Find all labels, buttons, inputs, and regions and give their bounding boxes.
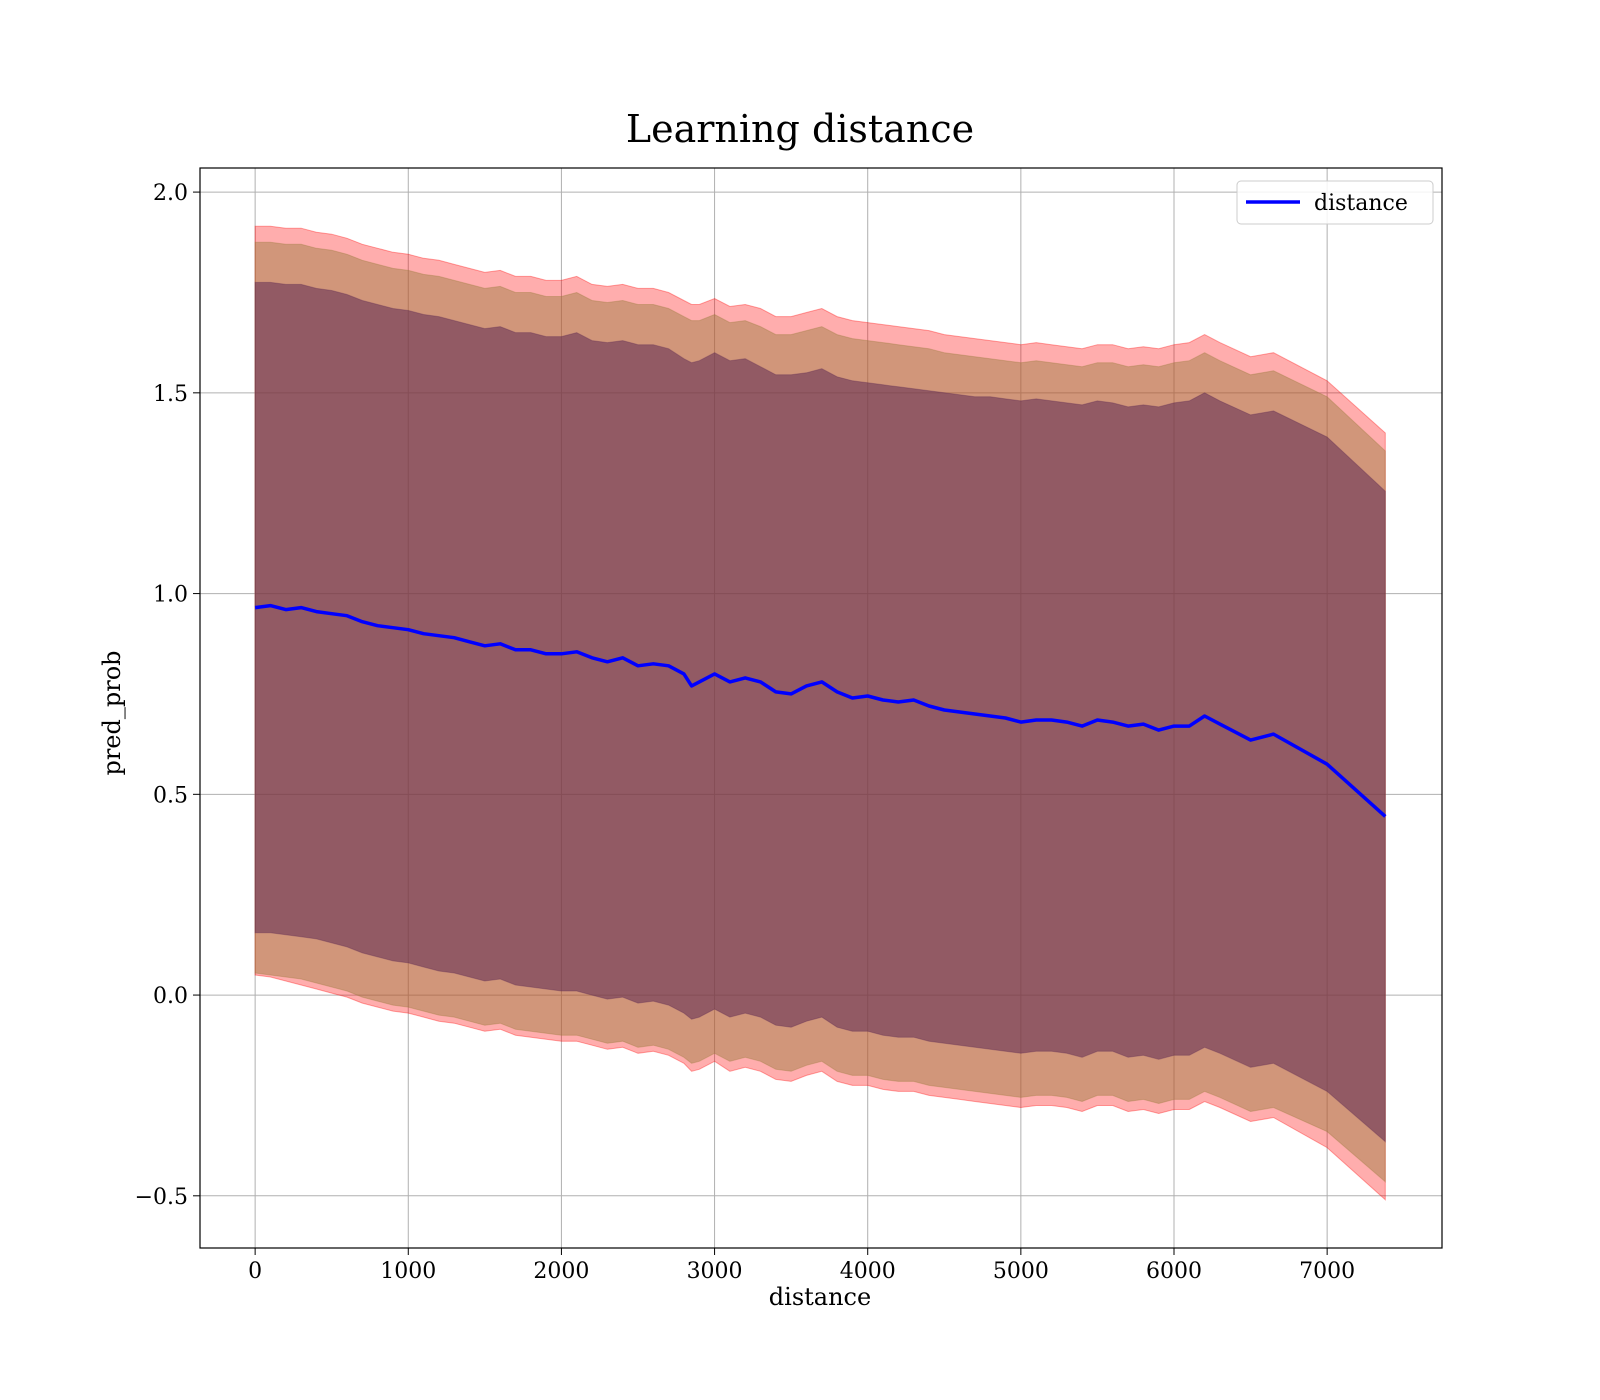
x-tick-label: 6000 [1146,1259,1202,1284]
chart-title: Learning distance [626,107,974,151]
series-line-distance [254,603,1387,818]
axes-frame [199,167,1443,1249]
x-axis-label: distance [769,1283,871,1311]
x-tick-label: 1000 [380,1259,436,1284]
y-axis-label: pred_prob [98,650,126,775]
legend-label-distance: distance [1314,191,1408,216]
x-tick-label: 2000 [533,1259,589,1284]
y-tick-label: 2.0 [153,181,188,206]
y-tick-label: 1.5 [153,382,188,407]
x-tick-label: 4000 [840,1259,896,1284]
x-tick-label: 5000 [993,1259,1049,1284]
band-area [254,281,1386,1143]
legend: distance [1236,180,1434,225]
y-tick-label: 0.0 [153,984,188,1009]
y-tick-label: 0.5 [153,783,188,808]
legend-box [1236,180,1434,225]
x-tick-label: 3000 [687,1259,743,1284]
x-tick-label: 0 [248,1259,262,1284]
x-tick-label: 7000 [1299,1259,1355,1284]
y-tick-label: −0.5 [135,1185,188,1210]
y-tick-label: 1.0 [153,583,188,608]
plot-area: 0 1000 2000 3000 4000 5000 6000 7000 −0.5 0.0 0.5 1… [135,167,1443,1284]
